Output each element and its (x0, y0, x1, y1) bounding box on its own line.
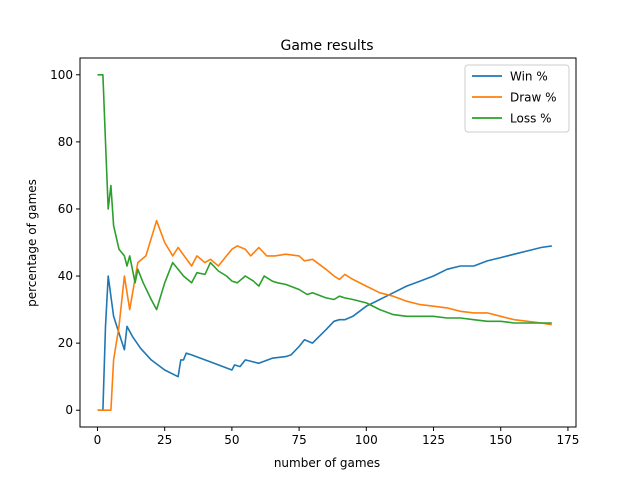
y-tick-label: 40 (58, 269, 73, 283)
y-tick-label: 80 (58, 135, 73, 149)
x-tick-label: 175 (556, 433, 579, 447)
legend-items: Win % Draw % Loss % (472, 70, 557, 126)
x-tick-label: 100 (355, 433, 378, 447)
y-tick-label: 60 (58, 202, 73, 216)
x-tick-label: 25 (157, 433, 172, 447)
y-axis-label: percentage of games (25, 179, 39, 307)
y-tick-label: 20 (58, 336, 73, 350)
y-axis-ticks: 0 20 40 60 80 100 (50, 68, 80, 417)
legend-label-2: Loss % (510, 112, 552, 126)
x-tick-label: 0 (94, 433, 102, 447)
x-axis-ticks: 0 25 50 75 100 125 150 175 (94, 427, 579, 447)
series-layer (97, 74, 552, 411)
y-tick-label: 100 (50, 68, 73, 82)
x-tick-label: 150 (489, 433, 512, 447)
x-axis-label: number of games (274, 456, 380, 470)
y-tick-label: 0 (65, 403, 73, 417)
x-tick-label: 125 (422, 433, 445, 447)
series-line-1 (97, 219, 552, 411)
legend-box (464, 64, 570, 133)
x-tick-label: 50 (224, 433, 239, 447)
axes-frame (79, 57, 577, 428)
legend-label-1: Draw % (510, 91, 557, 105)
legend: Win % Draw % Loss % (464, 64, 570, 133)
x-tick-label: 75 (291, 433, 306, 447)
series-line-2 (97, 74, 552, 324)
series-line-0 (97, 245, 552, 411)
legend-label-0: Win % (510, 70, 548, 84)
chart-title: Game results (280, 38, 373, 54)
